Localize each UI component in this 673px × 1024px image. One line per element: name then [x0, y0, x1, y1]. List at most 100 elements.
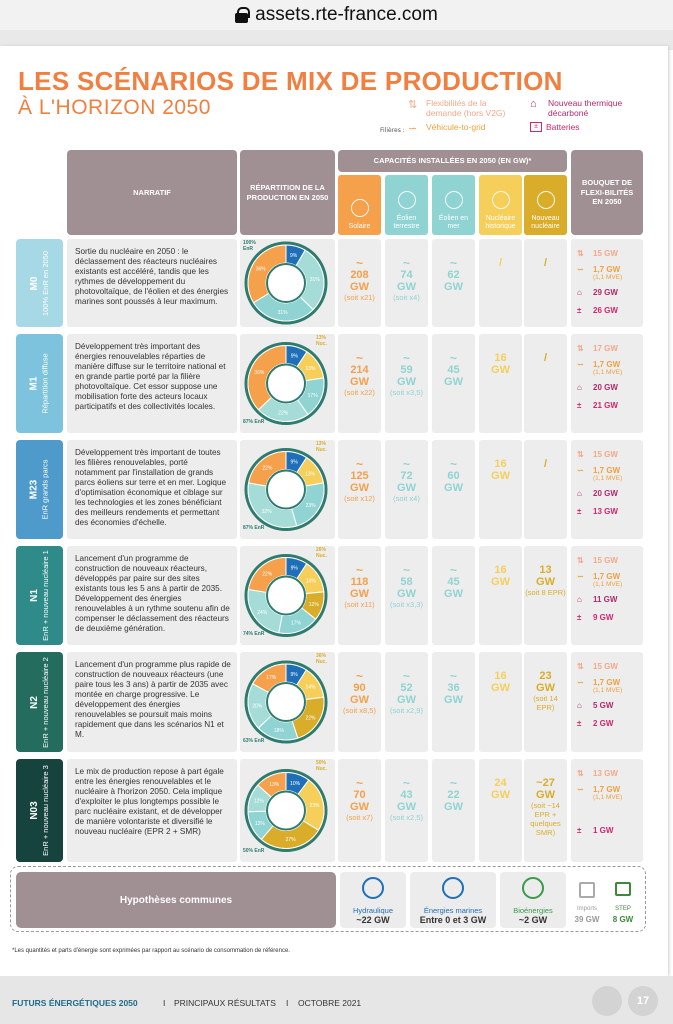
capacity-cell	[385, 546, 428, 645]
capacity-unit: GW	[536, 789, 555, 801]
donut-slice-label: 17%	[308, 393, 319, 399]
capacity-value: 16 GW	[479, 458, 522, 482]
donut-slice-label: 9%	[291, 566, 299, 572]
flex-value-wrap: 5 GW	[593, 701, 613, 710]
demand-flex-icon: ⇅	[577, 344, 584, 353]
capacity-number: 90	[353, 682, 366, 694]
v2g-icon: ∽	[577, 360, 584, 369]
legend: ⇅ Flexibilités de la demande (hors V2G) …	[380, 98, 650, 138]
capacity-number: /	[498, 257, 503, 269]
demand-flex-icon: ⇅	[577, 249, 584, 258]
flex-value-wrap: 15 GW	[593, 450, 618, 459]
capacity-number: 60	[447, 470, 460, 482]
capacity-number: /	[543, 458, 548, 470]
scenario-label-m0: M0 100% EnR en 2050	[16, 239, 63, 327]
capacity-value: 23 GW (soit 14 EPR)	[524, 670, 567, 712]
narrative-text: Développement très important des énergie…	[75, 342, 226, 411]
capacity-number: 74	[400, 269, 413, 281]
offshore-wind-icon	[444, 190, 463, 209]
flex-cell	[571, 440, 643, 539]
page-title: LES SCÉNARIOS DE MIX DE PRODUCTION	[18, 66, 563, 96]
capacity-value: ~52 GW (soit x2,9)	[385, 670, 428, 715]
production-donut: 9% 13% 23% 32% 22%	[244, 448, 328, 531]
tilde-mark: ~	[449, 256, 457, 270]
capacity-number: 23	[539, 670, 552, 682]
flex-value-wrap: 2 GW	[593, 719, 613, 728]
donut-outer-ring	[244, 554, 328, 637]
capacity-cell	[524, 334, 567, 433]
capacity-value: /	[479, 257, 522, 269]
thermal-icon: ⌂	[577, 288, 582, 297]
capacity-value: ~36 GW	[432, 670, 475, 706]
flex-value: 1 GW	[593, 826, 614, 835]
v2g-icon: ∽	[408, 123, 418, 135]
scenario-subtitle: 100% EnR en 2050	[41, 250, 50, 316]
scenario-code: N2	[29, 695, 41, 709]
capacity-value: 24 GW	[479, 777, 522, 801]
capacity-unit: GW	[444, 281, 463, 293]
production-donut: 9% 14% 22% 18% 20% 17%	[244, 660, 328, 744]
marine-icon	[442, 877, 464, 899]
capacity-number: 13	[539, 564, 552, 576]
battery-icon: ±	[577, 826, 582, 835]
flex-item: ±9 GW	[577, 613, 613, 623]
flex-item: ∽ 1,7 GW (1,1 MVE)	[577, 265, 622, 281]
capacity-unit: GW	[397, 376, 416, 388]
donut-hole	[266, 575, 306, 616]
capacity-note: (soit x11)	[344, 600, 375, 609]
flex-list: ⇅ 13 GW ∽ 1,7 GW (1,1 MVE) ±1 GW	[575, 759, 641, 862]
production-donut: 10% 23% 27% 13% 12% 13%	[244, 769, 328, 852]
capacity-number: 59	[400, 364, 413, 376]
flex-value-wrap: 1,7 GW (1,1 MVE)	[593, 265, 622, 281]
flex-value: 9 GW	[593, 613, 614, 622]
flex-value-wrap: 9 GW	[593, 613, 613, 622]
flex-value: 20 GW	[593, 383, 618, 392]
capacity-cell	[479, 759, 522, 862]
capacity-unit: GW	[536, 576, 555, 588]
narrative-cell	[67, 652, 237, 752]
donut-slice-label: 13%	[269, 782, 280, 788]
tilde-mark: ~	[402, 457, 410, 471]
capacity-unit: GW	[397, 588, 416, 600]
header-capacites: CAPACITÉS INSTALLÉES EN 2050 (EN GW)*	[338, 150, 567, 172]
tilde-mark: ~	[355, 457, 363, 471]
tilde-mark: ~	[449, 776, 457, 790]
hyp-hydraulique: Hydraulique ~22 GW	[340, 872, 406, 928]
flex-item: ⇅ 15 GW	[577, 662, 618, 672]
donut-hole	[266, 790, 306, 831]
capacity-value: ~27 GW (soit ~14 EPR + quelques SMR)	[524, 777, 567, 837]
tilde-mark: ~	[402, 776, 410, 790]
capacity-value: /	[524, 458, 567, 470]
capacity-number: 214	[350, 364, 369, 376]
battery-icon: ±	[530, 122, 542, 132]
footer-decor-circle	[592, 986, 622, 1016]
capacity-cell	[338, 759, 381, 862]
flex-list: ⇅ 17 GW ∽ 1,7 GW (1,1 MVE) ⌂ 20 GW ±21 GW	[575, 334, 641, 433]
flex-value-wrap: 11 GW	[593, 595, 617, 604]
capacity-number: 58	[400, 576, 413, 588]
thermal-icon: ⌂	[530, 98, 537, 110]
flex-item: ⌂ 11 GW	[577, 595, 617, 605]
capacity-value: ~62 GW	[432, 257, 475, 293]
scenario-label-n03: N03 EnR + nouveau nucléaire 3	[16, 759, 63, 862]
tilde-mark: ~	[402, 563, 410, 577]
capacity-number: 125	[350, 470, 369, 482]
donut-slice-label: 22%	[305, 716, 316, 722]
donut-slice-label: 9%	[290, 672, 298, 678]
demand-flex-icon: ⇅	[577, 450, 584, 459]
donut-hole	[266, 682, 306, 722]
donut-slice-label: 31%	[278, 310, 289, 316]
capacity-unit: GW	[491, 470, 510, 482]
flex-item: ∽ 1,7 GW (1,1 MVE)	[577, 360, 622, 376]
donut-slice-label: 9%	[291, 460, 299, 466]
flex-value-wrap: 20 GW	[593, 383, 618, 392]
nuclear-plant-icon	[491, 190, 510, 209]
flex-cell	[571, 759, 643, 862]
scenario-label-text: N03 EnR + nouveau nucléaire 3	[29, 765, 50, 856]
flex-item: ±13 GW	[577, 507, 618, 517]
url-bar[interactable]: assets.rte-france.com	[0, 0, 673, 30]
col-eolien-terrestre: Éolien terrestre	[385, 175, 428, 235]
capacity-number: /	[543, 257, 548, 269]
donut-slice-label: 14%	[305, 684, 316, 690]
tilde-mark: ~	[449, 563, 457, 577]
